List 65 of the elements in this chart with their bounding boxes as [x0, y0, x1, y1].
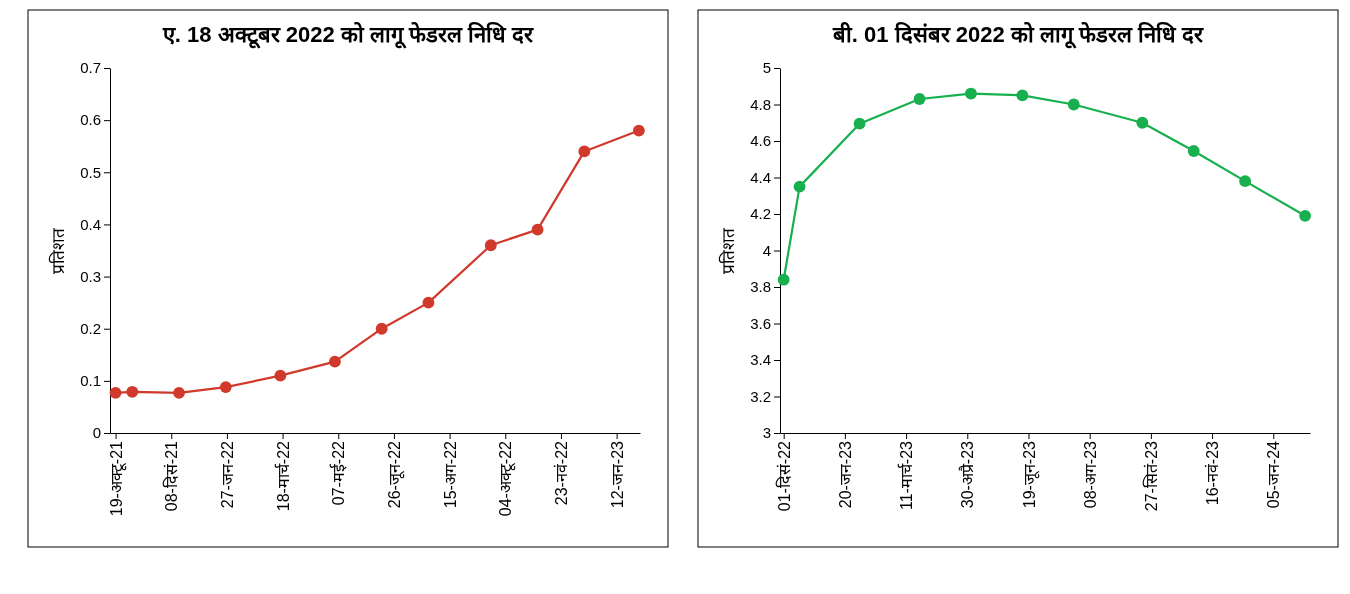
point	[1067, 98, 1080, 111]
y-axis-title: प्रतिशत	[48, 227, 68, 274]
chart-title: ए. 18 अक्टूबर 2022 को लागू फेडरल निधि दर	[161, 21, 535, 49]
y-tick-label: 3	[762, 424, 771, 442]
y-tick-label: 0.3	[80, 267, 101, 285]
x-tick-label: 27-सितं-23	[1141, 440, 1160, 512]
point	[1299, 209, 1312, 222]
y-tick-label: 0.7	[80, 59, 101, 77]
x-tick-label: 12-जन-23	[608, 440, 626, 509]
point	[531, 223, 544, 236]
y-tick-label: 0.1	[80, 372, 101, 390]
point	[777, 273, 790, 286]
point	[126, 385, 139, 398]
y-axis-title: प्रतिशत	[718, 227, 738, 274]
x-tick-label: 23-नवं-22	[553, 440, 571, 506]
y-tick-label: 3.2	[750, 387, 771, 405]
chart-title: बी. 01 दिसंबर 2022 को लागू फेडरल निधि दर	[831, 21, 1205, 49]
x-tick-label: 08-दिसं-21	[162, 440, 181, 512]
x-tick-label: 19-जून-23	[1020, 440, 1040, 509]
x-tick-label: 01-दिसं-22	[774, 440, 793, 512]
x-tick-label: 26-जून-22	[386, 440, 406, 509]
x-tick-label: 16-नवं-23	[1204, 440, 1222, 506]
y-tick-label: 4.8	[750, 95, 771, 113]
point	[1187, 145, 1200, 157]
x-tick-label: 18-मार्च-22	[273, 440, 292, 512]
y-tick-label: 4.2	[750, 205, 771, 223]
x-tick-label: 30-अप्रै-23	[958, 440, 977, 509]
y-tick-label: 4.4	[750, 168, 771, 186]
point	[578, 145, 591, 158]
point	[274, 369, 287, 382]
x-tick-label: 20-जन-23	[836, 440, 854, 509]
point	[793, 180, 806, 193]
point	[109, 386, 122, 399]
point	[1136, 116, 1149, 129]
x-tick-label: 19-अक्टू-21	[107, 440, 127, 517]
y-tick-label: 0.2	[80, 320, 101, 338]
y-tick-label: 4.6	[750, 132, 771, 150]
x-tick-label: 15-अग-22	[441, 440, 459, 509]
point	[1239, 175, 1252, 188]
point	[219, 381, 232, 394]
point	[375, 322, 388, 335]
y-tick-label: 0.4	[80, 215, 101, 233]
y-tick-label: 3.6	[750, 314, 771, 332]
point	[173, 386, 185, 399]
point	[853, 117, 866, 130]
point	[632, 124, 645, 137]
x-tick-label: 07-मई-22	[329, 440, 348, 506]
x-tick-label: 08-अग-23	[1081, 440, 1099, 509]
y-tick-label: 3.4	[750, 351, 771, 369]
x-tick-label: 27-जन-22	[219, 440, 237, 509]
point	[484, 239, 497, 252]
y-tick-label: 0.5	[80, 163, 101, 181]
point	[329, 355, 341, 368]
point	[422, 296, 435, 309]
y-tick-label: 0.6	[80, 111, 101, 129]
y-tick-label: 5	[762, 59, 771, 77]
point	[965, 87, 977, 100]
y-tick-label: 0	[92, 424, 101, 442]
y-tick-label: 4	[762, 241, 771, 259]
point	[913, 93, 926, 105]
point	[1016, 89, 1029, 102]
x-tick-label: 05-जन-24	[1265, 440, 1283, 509]
y-tick-label: 3.8	[750, 278, 771, 296]
x-tick-label: 11-मार्च-23	[897, 440, 916, 511]
x-tick-label: 04-अक्टू-22	[497, 440, 517, 517]
